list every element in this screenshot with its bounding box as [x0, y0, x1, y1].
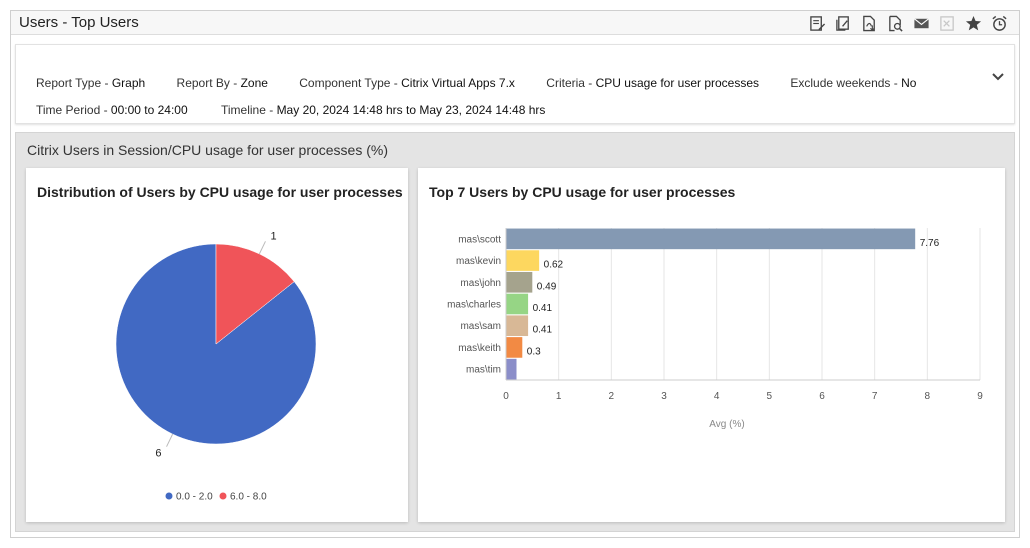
pie-chart: 6 1 0.0 - 2.0 6.0 - 8.0	[115, 230, 317, 503]
bar-data-label: 0.49	[537, 281, 557, 292]
bar	[506, 358, 517, 380]
pie-label-line	[258, 241, 266, 255]
bar	[506, 293, 529, 315]
x-tick-label: 4	[714, 391, 720, 402]
filter-criteria: Criteria - CPU usage for user processes	[546, 76, 760, 90]
pie-slice	[215, 243, 295, 345]
pie-chart-panel: Distribution of Users by CPU usage for u…	[26, 168, 408, 522]
bar	[506, 271, 533, 293]
filter-report-by: Report By - Zone	[176, 76, 268, 90]
legend-marker	[165, 492, 173, 500]
bar	[506, 337, 523, 358]
compare-icon[interactable]	[833, 13, 853, 33]
x-tick-label: 9	[977, 391, 983, 402]
chevron-down-icon[interactable]	[990, 69, 1006, 85]
x-tick-label: 6	[819, 391, 825, 402]
y-category-label: mas\tim	[466, 365, 501, 376]
export-pdf-icon[interactable]	[859, 13, 879, 33]
pie-chart-title: Distribution of Users by CPU usage for u…	[37, 184, 403, 200]
y-category-label: mas\john	[460, 278, 501, 289]
filter-row-1: Report Type - Graph Report By - Zone Com…	[36, 76, 916, 90]
x-axis-title: Avg (%)	[709, 419, 744, 430]
bar	[506, 228, 916, 250]
toolbar	[807, 13, 1009, 33]
x-tick-label: 0	[503, 391, 509, 402]
report-window: Users - Top Users	[10, 10, 1020, 538]
x-tick-label: 3	[661, 391, 667, 402]
legend-marker	[219, 492, 227, 500]
legend-label: 6.0 - 8.0	[230, 492, 267, 503]
email-icon[interactable]	[911, 13, 931, 33]
bar-data-label: 0.62	[544, 260, 564, 271]
y-category-label: mas\sam	[460, 321, 501, 332]
bar	[506, 315, 529, 337]
bar-data-label: 7.76	[920, 238, 940, 249]
y-category-label: mas\scott	[458, 234, 501, 245]
filter-exclude-weekends: Exclude weekends - No	[790, 76, 917, 90]
search-icon[interactable]	[885, 13, 905, 33]
page-title: Users - Top Users	[19, 14, 139, 31]
title-bar: Users - Top Users	[11, 11, 1019, 35]
filter-row-2: Time Period - 00:00 to 24:00 Timeline - …	[36, 103, 545, 117]
x-tick-label: 5	[767, 391, 773, 402]
x-tick-label: 2	[609, 391, 615, 402]
bar-data-label: 0.41	[533, 325, 553, 336]
bar-chart-title: Top 7 Users by CPU usage for user proces…	[429, 184, 736, 200]
schedule-alarm-icon[interactable]	[989, 13, 1009, 33]
y-category-label: mas\kevin	[456, 256, 501, 267]
report-filters: Report Type - Graph Report By - Zone Com…	[15, 44, 1015, 124]
x-tick-label: 7	[872, 391, 878, 402]
bar-chart-panel: Top 7 Users by CPU usage for user proces…	[418, 168, 1005, 522]
x-tick-label: 1	[556, 391, 562, 402]
edit-report-icon[interactable]	[807, 13, 827, 33]
y-category-label: mas\charles	[447, 300, 501, 311]
bar-data-label: 0.3	[527, 346, 541, 357]
y-category-label: mas\keith	[458, 343, 501, 354]
bar-chart: 0 1 2 3 4 5 6 7 8 9 mas\scott 7.76 mas\kevin 0.62 mas\…	[447, 228, 983, 430]
filter-component-type: Component Type - Citrix Virtual Apps 7.x	[299, 76, 515, 90]
filter-time-period: Time Period - 00:00 to 24:00	[36, 103, 188, 117]
x-tick-label: 8	[925, 391, 931, 402]
filter-report-type: Report Type - Graph	[36, 76, 146, 90]
pie-data-label: 1	[270, 230, 276, 242]
section-title: Citrix Users in Session/CPU usage for us…	[27, 142, 389, 158]
filter-timeline: Timeline - May 20, 2024 14:48 hrs to May…	[220, 103, 546, 117]
pie-data-label: 6	[155, 448, 161, 460]
bar	[506, 250, 540, 271]
pie-label-line	[166, 433, 174, 447]
export-excel-icon[interactable]	[937, 13, 957, 33]
favorite-star-icon[interactable]	[963, 13, 983, 33]
bar-data-label: 0.41	[533, 303, 553, 314]
chart-section: Citrix Users in Session/CPU usage for us…	[15, 132, 1015, 532]
legend-label: 0.0 - 2.0	[176, 492, 213, 503]
